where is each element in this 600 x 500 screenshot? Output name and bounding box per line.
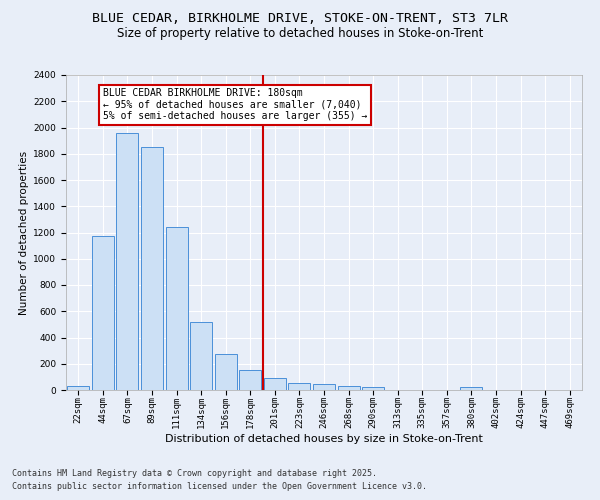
Bar <box>141 147 163 390</box>
Bar <box>166 227 188 390</box>
Text: BLUE CEDAR BIRKHOLME DRIVE: 180sqm
← 95% of detached houses are smaller (7,040)
: BLUE CEDAR BIRKHOLME DRIVE: 180sqm ← 95%… <box>103 88 367 122</box>
Bar <box>67 386 89 390</box>
Bar <box>338 386 359 390</box>
Bar <box>362 388 384 390</box>
Text: Size of property relative to detached houses in Stoke-on-Trent: Size of property relative to detached ho… <box>117 28 483 40</box>
Y-axis label: Number of detached properties: Number of detached properties <box>19 150 29 314</box>
Bar <box>116 132 139 390</box>
Text: Contains HM Land Registry data © Crown copyright and database right 2025.: Contains HM Land Registry data © Crown c… <box>12 468 377 477</box>
X-axis label: Distribution of detached houses by size in Stoke-on-Trent: Distribution of detached houses by size … <box>165 434 483 444</box>
Bar <box>239 370 262 390</box>
Bar <box>215 354 237 390</box>
Bar <box>190 322 212 390</box>
Bar <box>92 236 114 390</box>
Text: BLUE CEDAR, BIRKHOLME DRIVE, STOKE-ON-TRENT, ST3 7LR: BLUE CEDAR, BIRKHOLME DRIVE, STOKE-ON-TR… <box>92 12 508 26</box>
Bar <box>313 384 335 390</box>
Bar <box>289 384 310 390</box>
Bar <box>460 388 482 390</box>
Text: Contains public sector information licensed under the Open Government Licence v3: Contains public sector information licen… <box>12 482 427 491</box>
Bar <box>264 378 286 390</box>
